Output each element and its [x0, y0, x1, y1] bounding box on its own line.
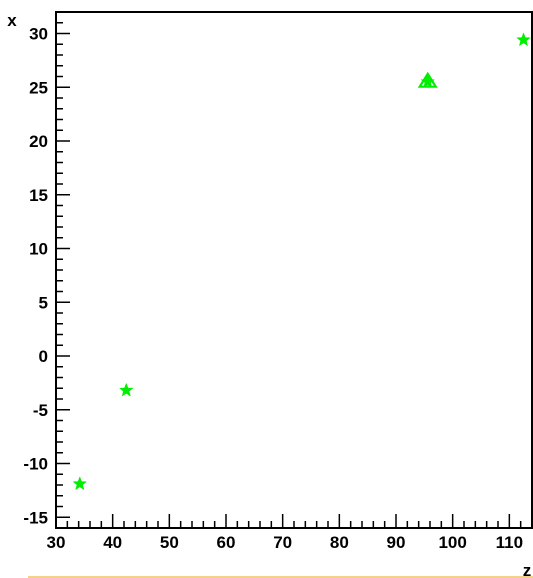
plot-area-border	[55, 11, 533, 529]
x-tick-label: 100	[438, 533, 466, 552]
star-point	[516, 32, 531, 47]
x-tick-label: 90	[387, 533, 406, 552]
star-point	[72, 476, 88, 491]
x-tick-labels: 30 40 50 60 70 80 90 100 110	[47, 533, 524, 552]
x-axis-title: z	[523, 561, 532, 578]
star-point	[420, 74, 436, 89]
y-tick-label: -5	[33, 401, 48, 420]
x-tick-label: 40	[103, 533, 122, 552]
x-tick-label: 70	[273, 533, 292, 552]
x-axis	[55, 514, 533, 528]
y-tick-labels: -15 -10 -5 0 5 10 15 20 25 30	[23, 25, 48, 528]
y-tick-label: 25	[29, 78, 48, 97]
y-axis	[56, 11, 70, 529]
y-tick-label: 15	[29, 186, 48, 205]
y-tick-label: 30	[29, 25, 48, 44]
x-tick-label: 50	[160, 533, 179, 552]
triangle-point	[417, 71, 438, 88]
plot-frame	[55, 11, 533, 529]
y-tick-label: -10	[23, 455, 48, 474]
y-tick-label: 20	[29, 132, 48, 151]
y-tick-label: 5	[39, 293, 48, 312]
x-tick-label: 60	[217, 533, 236, 552]
y-tick-label: 10	[29, 240, 48, 259]
y-tick-label: -15	[23, 508, 48, 527]
data-points	[72, 32, 531, 491]
y-tick-label: 0	[39, 347, 48, 366]
star-point	[118, 382, 134, 397]
x-tick-label: 110	[496, 533, 523, 552]
y-axis-title: x	[7, 11, 17, 30]
x-tick-label: 30	[47, 533, 66, 552]
x-tick-label: 80	[330, 533, 349, 552]
